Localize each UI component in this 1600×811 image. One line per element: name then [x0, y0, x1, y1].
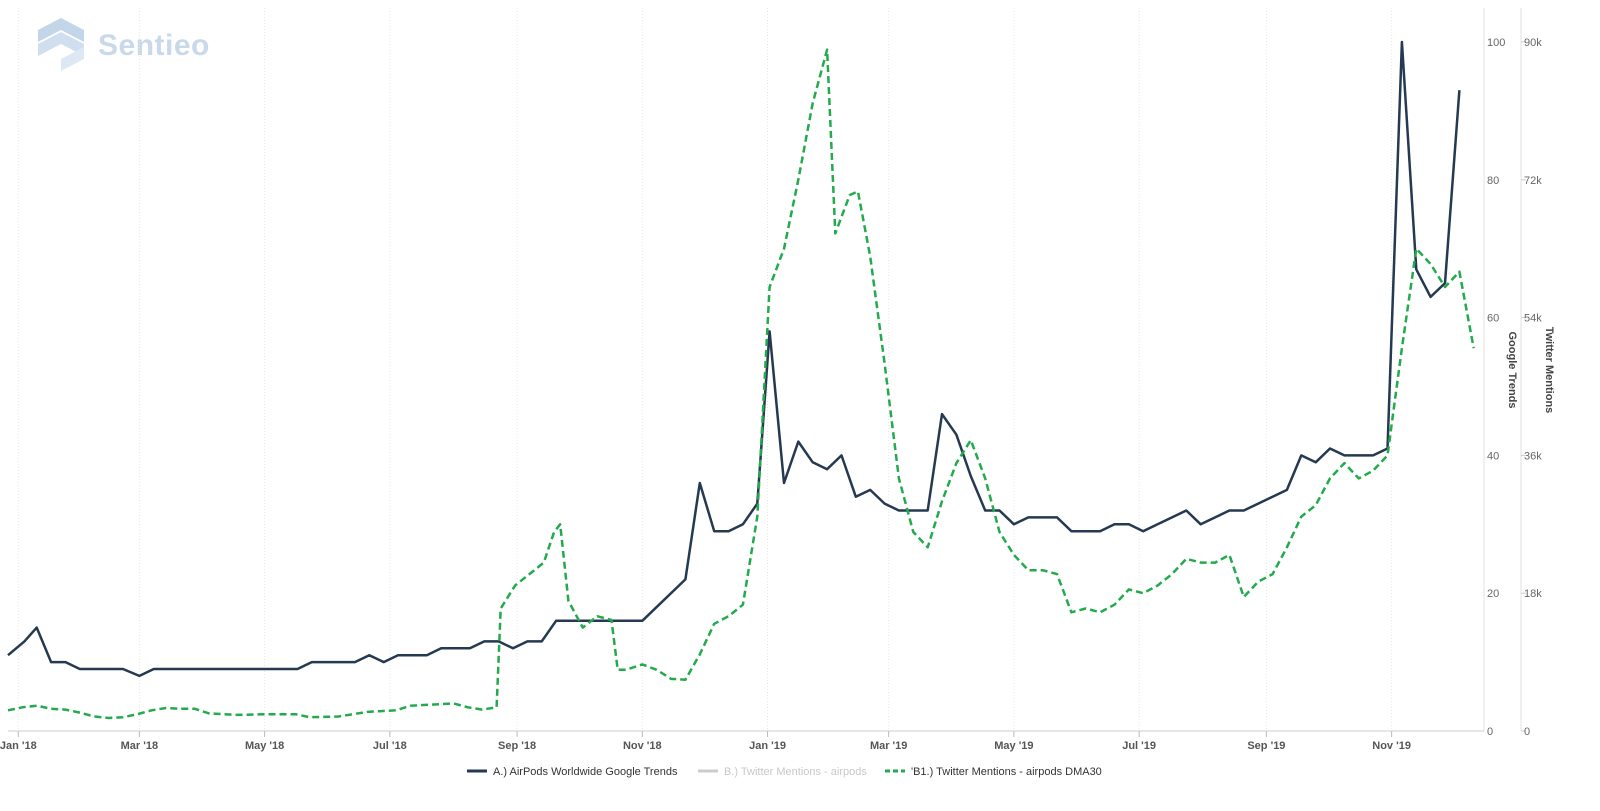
sentieo-logo-icon — [38, 18, 84, 71]
x-tick-label: Jul '18 — [373, 740, 407, 752]
x-tick-label: Jan '18 — [0, 740, 37, 752]
x-tick-label: Sep '19 — [1247, 740, 1285, 752]
legend-item-2[interactable]: 'B1.) Twitter Mentions - airpods DMA30 — [885, 766, 1102, 778]
legend-label: 'B1.) Twitter Mentions - airpods DMA30 — [911, 766, 1102, 778]
x-tick-label: May '18 — [245, 740, 284, 752]
y-left-tick-label: 100 — [1487, 37, 1505, 49]
y-left-tick-label: 60 — [1487, 313, 1499, 325]
y-right-axis-title: Twitter Mentions — [1543, 327, 1555, 414]
y-right-tick-label: 72k — [1524, 175, 1542, 187]
grid-lines — [17, 8, 1393, 731]
x-tick-label: Nov '18 — [623, 740, 662, 752]
y-left-tick-label: 40 — [1487, 450, 1499, 462]
axes: Jan '18 Mar '18 May '18 Jul '18 Sep '18 Nov '… — [0, 8, 1555, 752]
x-tick-label: Mar '19 — [870, 740, 907, 752]
legend-label: B.) Twitter Mentions - airpods — [724, 766, 867, 778]
legend-item-1[interactable]: B.) Twitter Mentions - airpods — [698, 766, 867, 778]
x-tick-label: Jan '19 — [749, 740, 786, 752]
legend: A.) AirPods Worldwide Google Trends B.) T… — [467, 766, 1102, 778]
y-right-tick-label: 90k — [1524, 37, 1542, 49]
y-right-tick-label: 0 — [1524, 726, 1530, 738]
y-left-tick-label: 80 — [1487, 175, 1499, 187]
legend-item-0[interactable]: A.) AirPods Worldwide Google Trends — [467, 766, 678, 778]
series-line-2 — [7, 48, 1475, 720]
y-right-tick-label: 36k — [1524, 450, 1542, 462]
y-left-tick-label: 0 — [1487, 726, 1493, 738]
y-left-axis-title: Google Trends — [1506, 331, 1518, 408]
series-lines — [7, 40, 1475, 720]
legend-label: A.) AirPods Worldwide Google Trends — [493, 766, 678, 778]
sentieo-logo-text: Sentieo — [98, 29, 210, 62]
sentieo-logo: Sentieo — [38, 18, 210, 71]
x-tick-label: Mar '18 — [121, 740, 158, 752]
series-line-0 — [7, 40, 1461, 678]
x-tick-label: May '19 — [994, 740, 1033, 752]
y-right-tick-label: 54k — [1524, 313, 1542, 325]
y-left-tick-label: 20 — [1487, 588, 1499, 600]
x-tick-label: Nov '19 — [1372, 740, 1411, 752]
x-tick-label: Sep '18 — [498, 740, 536, 752]
y-right-tick-label: 18k — [1524, 588, 1542, 600]
x-tick-label: Jul '19 — [1122, 740, 1156, 752]
